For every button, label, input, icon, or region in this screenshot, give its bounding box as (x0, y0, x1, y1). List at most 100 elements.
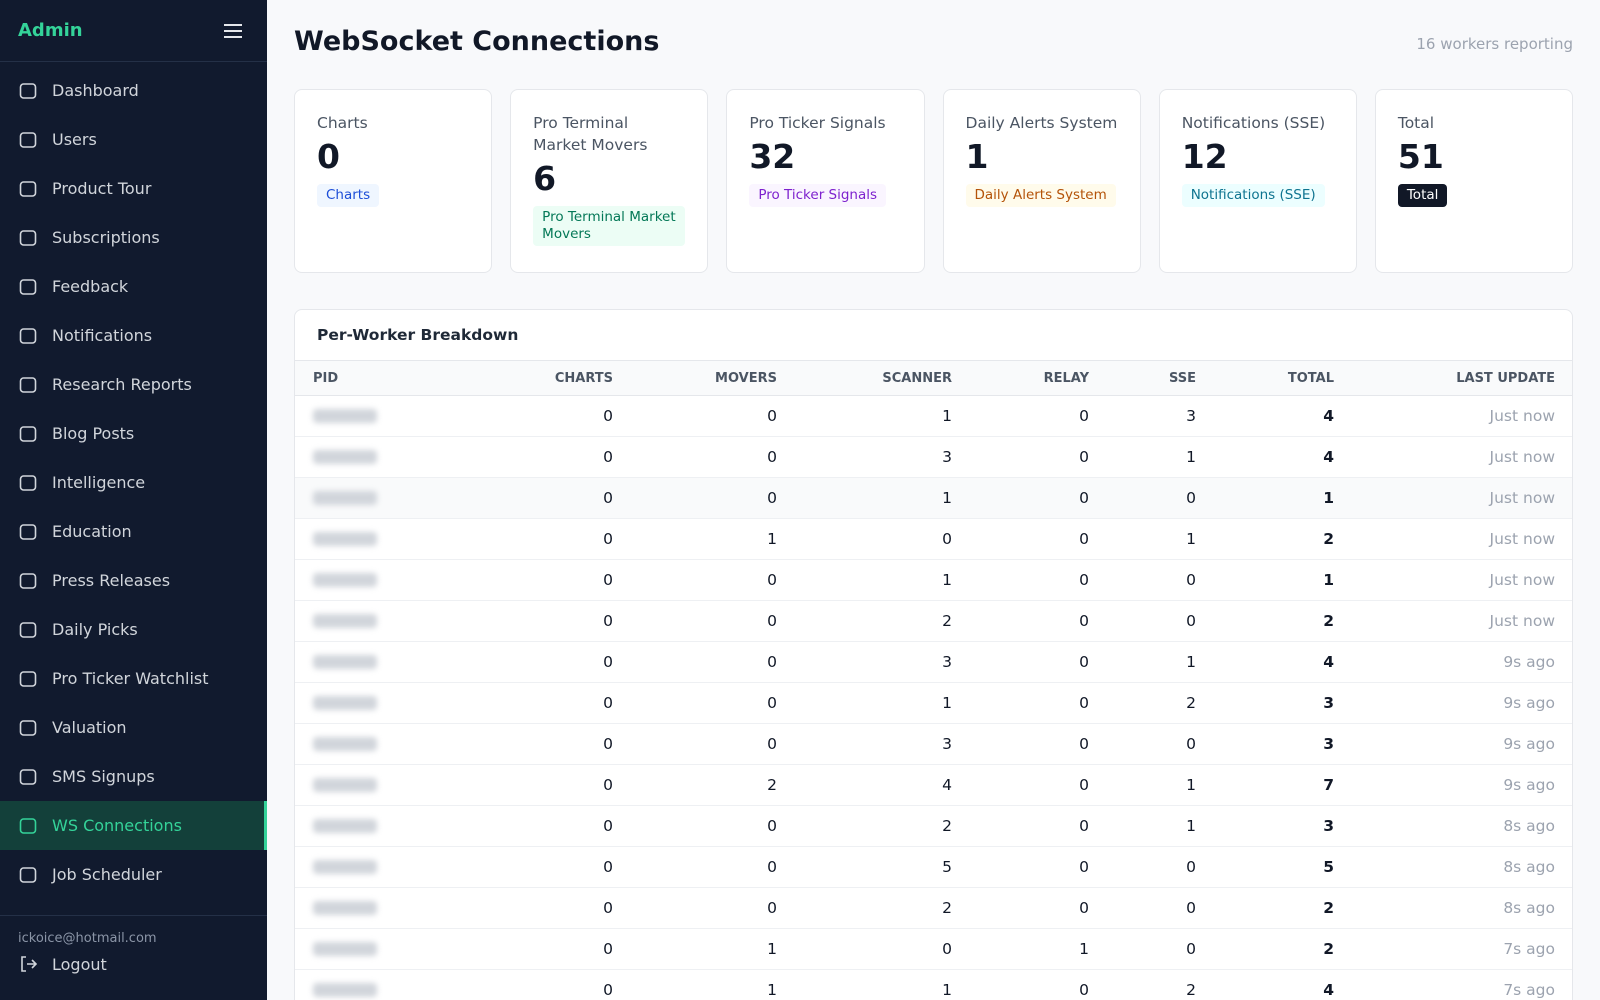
pid-redacted (313, 491, 377, 505)
column-header: CHARTS (554, 370, 613, 386)
column-header: TOTAL (1287, 370, 1334, 386)
cell: 0 (603, 776, 613, 794)
nav-item[interactable]: Daily Picks (0, 605, 267, 654)
table-row: 0 2 4 0 1 7 9s ago (295, 765, 1572, 806)
cell: 4 (1323, 407, 1334, 425)
stat-card: Total 51 Total (1374, 89, 1574, 273)
cell: 0 (1079, 817, 1089, 835)
cell: 0 (767, 858, 777, 876)
cell: 0 (1186, 571, 1196, 589)
table-header: PID CHARTS MOVERS SCANNER RELAY SSE TOTAL LAST … (295, 361, 1572, 396)
nav-label: Education (52, 522, 132, 541)
cell: 0 (603, 489, 613, 507)
cell: 0 (1079, 858, 1089, 876)
nav-item[interactable]: Feedback (0, 262, 267, 311)
card-badge: Daily Alerts System (965, 184, 1116, 207)
nav-item[interactable]: Pro Ticker Watchlist (0, 654, 267, 703)
cell: 1 (767, 530, 777, 548)
cell: 0 (603, 448, 613, 466)
cell: 8s ago (1503, 858, 1555, 876)
cell: 0 (603, 735, 613, 753)
cell: 0 (603, 407, 613, 425)
logout-icon (21, 956, 38, 972)
cell: 0 (1186, 858, 1196, 876)
nav-icon (19, 180, 37, 197)
nav-icon (19, 229, 37, 246)
table-row: 0 0 1 0 2 3 9s ago (295, 683, 1572, 724)
cell: 2 (1323, 530, 1334, 548)
nav-item[interactable]: Product Tour (0, 164, 267, 213)
nav-label: Daily Picks (52, 620, 138, 639)
pid-cell (313, 942, 495, 956)
pid-cell (313, 901, 495, 915)
cell: 0 (767, 489, 777, 507)
pid-redacted (313, 614, 377, 628)
pid-redacted (313, 655, 377, 669)
logout[interactable]: Logout (18, 954, 249, 974)
cell: 0 (603, 899, 613, 917)
nav-list: Dashboard Users Product Tour Subscriptions F… (0, 62, 267, 899)
nav-item[interactable]: Valuation (0, 703, 267, 752)
cell: 0 (603, 694, 613, 712)
cell: 0 (603, 940, 613, 958)
cell: 0 (767, 612, 777, 630)
cell: 0 (603, 571, 613, 589)
nav-item[interactable]: Users (0, 115, 267, 164)
nav-item[interactable]: SMS Signups (0, 752, 267, 801)
cell: 0 (1079, 776, 1089, 794)
nav-label: Dashboard (52, 81, 139, 100)
cell: 1 (1323, 489, 1334, 507)
nav-item[interactable]: Education (0, 507, 267, 556)
cell: 5 (942, 858, 952, 876)
nav-item[interactable]: Blog Posts (0, 409, 267, 458)
cell: 0 (767, 735, 777, 753)
cell: Just now (1489, 407, 1555, 425)
table-row: 0 0 1 0 0 1 Just now (295, 478, 1572, 519)
nav-label: WS Connections (52, 816, 182, 835)
nav-item[interactable]: Subscriptions (0, 213, 267, 262)
table-row: 0 1 0 1 0 2 7s ago (295, 929, 1572, 970)
table-title: Per-Worker Breakdown (295, 310, 1572, 361)
nav-item[interactable]: Press Releases (0, 556, 267, 605)
pid-cell (313, 655, 495, 669)
brand[interactable]: Admin (18, 20, 83, 41)
nav-icon (19, 621, 37, 638)
pid-redacted (313, 942, 377, 956)
nav-item[interactable]: Dashboard (0, 66, 267, 115)
cell: 0 (767, 653, 777, 671)
card-badge: Notifications (SSE) (1181, 184, 1325, 207)
table-row: 0 1 0 0 1 2 Just now (295, 519, 1572, 560)
menu-toggle[interactable] (223, 23, 243, 39)
nav-icon (19, 327, 37, 344)
cell: 3 (1186, 407, 1196, 425)
cell: 0 (1079, 407, 1089, 425)
pid-redacted (313, 983, 377, 997)
cell: 0 (603, 858, 613, 876)
nav-item[interactable]: Job Scheduler (0, 850, 267, 899)
nav-icon (19, 817, 37, 834)
page-title: WebSocket Connections (294, 26, 660, 57)
cell: 0 (1186, 489, 1196, 507)
nav-item[interactable]: Notifications (0, 311, 267, 360)
pid-redacted (313, 450, 377, 464)
nav-label: Feedback (52, 277, 129, 296)
cell: 1 (1079, 940, 1089, 958)
nav-item[interactable]: WS Connections (0, 801, 267, 850)
nav-icon (19, 719, 37, 736)
cell: 4 (1323, 653, 1334, 671)
table-row: 0 0 3 0 1 4 Just now (295, 437, 1572, 478)
pid-cell (313, 573, 495, 587)
cell: 1 (942, 571, 952, 589)
user-email: ickoice@hotmail.com (18, 931, 157, 946)
card-badge: Total (1397, 184, 1448, 207)
cell: 1 (1186, 448, 1196, 466)
cell: 0 (603, 653, 613, 671)
cell: 0 (1079, 735, 1089, 753)
nav-item[interactable]: Research Reports (0, 360, 267, 409)
cell: 0 (767, 694, 777, 712)
table-card: Per-Worker Breakdown PID CHARTS MOVERS SCAN… (294, 309, 1573, 1000)
nav-item[interactable]: Intelligence (0, 458, 267, 507)
card-value: 1 (965, 137, 989, 176)
cell: 9s ago (1503, 694, 1555, 712)
card-label: Pro Terminal Market Movers (533, 114, 648, 154)
